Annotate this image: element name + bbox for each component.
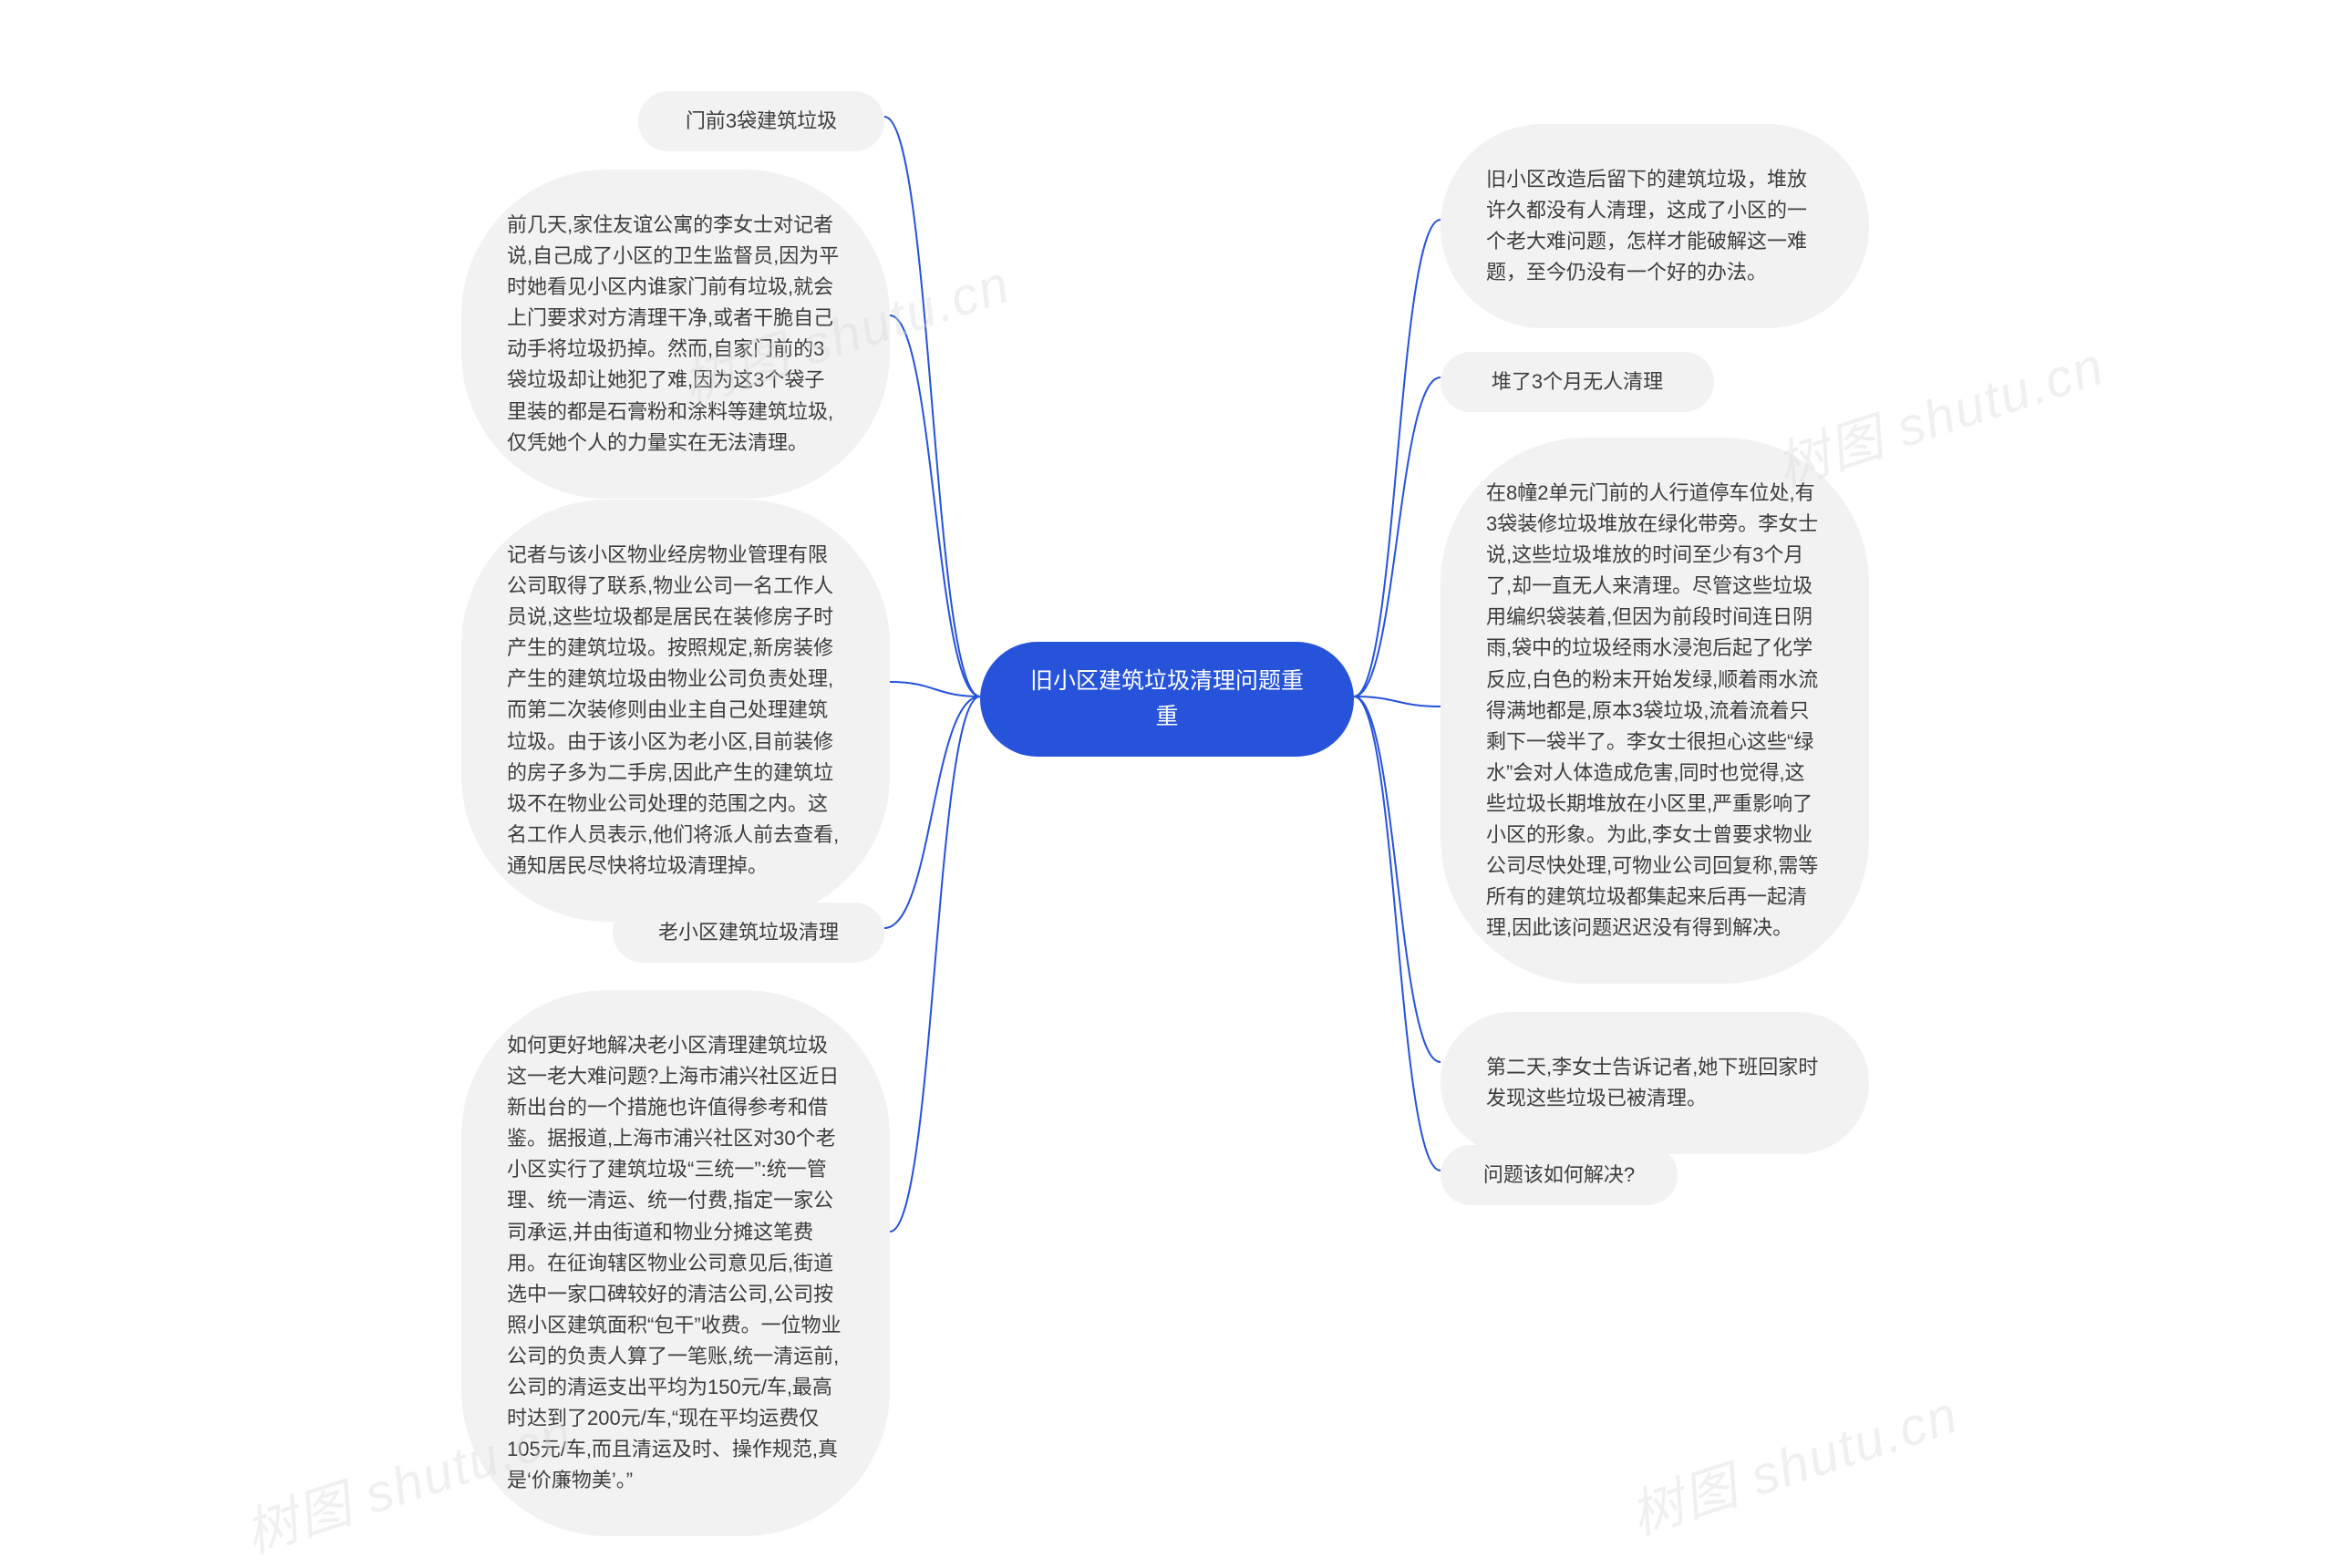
- leaf-label: 在8幢2单元门前的人行道停车位处,有3袋装修垃圾堆放在绿化带旁。李女士说,这些垃…: [1486, 478, 1823, 944]
- leaf-label: 老小区建筑垃圾清理: [658, 917, 839, 948]
- center-node-label: 旧小区建筑垃圾清理问题重重: [1020, 664, 1314, 735]
- leaf-r2[interactable]: 堆了3个月无人清理: [1441, 352, 1714, 412]
- leaf-label: 问题该如何解决?: [1483, 1160, 1635, 1191]
- watermark: 树图 shutu.cn: [1619, 1371, 1967, 1549]
- leaf-r3[interactable]: 在8幢2单元门前的人行道停车位处,有3袋装修垃圾堆放在绿化带旁。李女士说,这些垃…: [1441, 438, 1869, 984]
- leaf-l3[interactable]: 记者与该小区物业经房物业管理有限公司取得了联系,物业公司一名工作人员说,这些垃圾…: [461, 500, 890, 922]
- leaf-l1[interactable]: 门前3袋建筑垃圾: [638, 91, 884, 151]
- leaf-label: 前几天,家住友谊公寓的李女士对记者说,自己成了小区的卫生监督员,因为平时她看见小…: [507, 210, 844, 459]
- leaf-r4[interactable]: 第二天,李女士告诉记者,她下班回家时发现这些垃圾已被清理。: [1441, 1012, 1869, 1154]
- leaf-label: 旧小区改造后留下的建筑垃圾，堆放许久都没有人清理，这成了小区的一个老大难问题，怎…: [1486, 164, 1823, 288]
- leaf-l5[interactable]: 如何更好地解决老小区清理建筑垃圾这一老大难问题?上海市浦兴社区近日新出台的一个措…: [461, 990, 890, 1536]
- leaf-r5[interactable]: 问题该如何解决?: [1441, 1145, 1678, 1205]
- center-node[interactable]: 旧小区建筑垃圾清理问题重重: [980, 642, 1354, 757]
- leaf-l2[interactable]: 前几天,家住友谊公寓的李女士对记者说,自己成了小区的卫生监督员,因为平时她看见小…: [461, 170, 890, 499]
- leaf-label: 记者与该小区物业经房物业管理有限公司取得了联系,物业公司一名工作人员说,这些垃圾…: [507, 540, 844, 882]
- mindmap-canvas: 旧小区建筑垃圾清理问题重重 门前3袋建筑垃圾 前几天,家住友谊公寓的李女士对记者…: [0, 0, 2334, 1532]
- leaf-label: 堆了3个月无人清理: [1492, 366, 1663, 397]
- connector-layer: [0, 0, 2334, 1532]
- leaf-r1[interactable]: 旧小区改造后留下的建筑垃圾，堆放许久都没有人清理，这成了小区的一个老大难问题，怎…: [1441, 124, 1869, 328]
- leaf-l4[interactable]: 老小区建筑垃圾清理: [613, 903, 884, 963]
- leaf-label: 门前3袋建筑垃圾: [686, 106, 837, 137]
- leaf-label: 如何更好地解决老小区清理建筑垃圾这一老大难问题?上海市浦兴社区近日新出台的一个措…: [507, 1030, 844, 1496]
- leaf-label: 第二天,李女士告诉记者,她下班回家时发现这些垃圾已被清理。: [1486, 1052, 1823, 1114]
